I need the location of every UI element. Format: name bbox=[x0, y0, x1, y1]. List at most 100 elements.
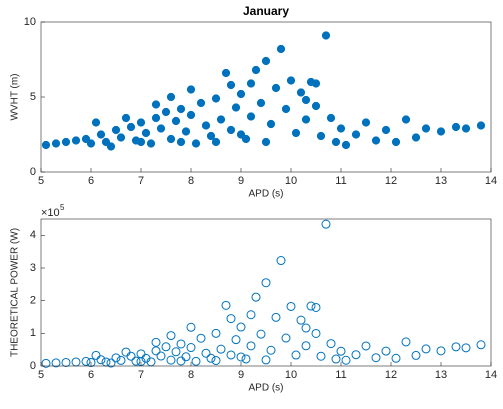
axes-box bbox=[40, 218, 492, 367]
scatter-point bbox=[311, 328, 321, 338]
scatter-point bbox=[336, 346, 346, 356]
scatter-point bbox=[276, 44, 286, 54]
scatter-point bbox=[411, 350, 421, 360]
scatter-point bbox=[371, 136, 381, 145]
scatter-point bbox=[311, 302, 321, 312]
y-exponent-power: 5 bbox=[60, 203, 65, 212]
scatter-point bbox=[246, 79, 256, 88]
scatter-point bbox=[401, 115, 411, 124]
scatter-point bbox=[436, 346, 446, 356]
scatter-point bbox=[246, 112, 256, 121]
scatter-point bbox=[186, 85, 196, 94]
scatter-point bbox=[371, 353, 381, 363]
y-tick-label: 10 bbox=[24, 16, 36, 28]
scatter-point bbox=[216, 344, 226, 354]
scatter-point bbox=[391, 137, 401, 147]
axes-background bbox=[41, 219, 491, 366]
scatter-point bbox=[381, 346, 391, 356]
scatter-point bbox=[261, 278, 271, 288]
scatter-point bbox=[166, 331, 176, 341]
x-tick-label: 7 bbox=[138, 175, 144, 187]
scatter-point bbox=[381, 125, 391, 135]
scatter-point bbox=[286, 301, 296, 311]
scatter-point bbox=[236, 130, 246, 139]
scatter-point bbox=[286, 76, 296, 85]
x-tick-label: 13 bbox=[435, 175, 447, 187]
y-tick-label: 5 bbox=[30, 91, 36, 103]
x-tick-label: 8 bbox=[188, 175, 194, 187]
scatter-point bbox=[91, 350, 101, 360]
scatter-point bbox=[86, 139, 96, 148]
scatter-point bbox=[186, 322, 196, 332]
scatter-point bbox=[401, 337, 411, 347]
scatter-point bbox=[166, 134, 176, 144]
scatter-point bbox=[246, 341, 256, 351]
scatter-point bbox=[91, 118, 101, 127]
scatter-point bbox=[216, 115, 226, 124]
x-tick-label: 6 bbox=[88, 175, 94, 187]
scatter-point bbox=[156, 351, 166, 361]
scatter-point bbox=[476, 121, 486, 130]
scatter-point bbox=[226, 350, 236, 360]
x-tick-label: 12 bbox=[385, 175, 397, 187]
scatter-point bbox=[351, 350, 361, 360]
x-tick-label: 8 bbox=[188, 369, 194, 381]
y-tick-label: 4 bbox=[30, 229, 36, 241]
scatter-point bbox=[436, 127, 446, 136]
scatter-point bbox=[106, 358, 116, 368]
scatter-point bbox=[81, 134, 91, 144]
scatter-point bbox=[41, 140, 51, 150]
scatter-point bbox=[151, 113, 161, 123]
scatter-point bbox=[301, 115, 311, 124]
scatter-point bbox=[451, 342, 461, 352]
scatter-point bbox=[171, 347, 181, 357]
x-tick-label: 14 bbox=[485, 369, 497, 381]
y-exponent: ×10 bbox=[41, 207, 60, 219]
scatter-point bbox=[316, 131, 326, 141]
scatter-point bbox=[206, 131, 216, 141]
scatter-point bbox=[201, 348, 211, 358]
scatter-point bbox=[261, 137, 271, 147]
scatter-point bbox=[186, 110, 196, 120]
x-tick-label: 6 bbox=[88, 369, 94, 381]
y-tick-label: 3 bbox=[30, 262, 36, 274]
scatter-point bbox=[281, 104, 291, 114]
scatter-point bbox=[101, 137, 111, 147]
scatter-point bbox=[166, 355, 176, 365]
scatter-point bbox=[291, 128, 301, 138]
scatter-point bbox=[211, 356, 221, 366]
scatter-point bbox=[361, 118, 371, 127]
scatter-point bbox=[336, 124, 346, 133]
scatter-point bbox=[361, 341, 371, 351]
scatter-point bbox=[256, 98, 266, 108]
scatter-point bbox=[156, 124, 166, 133]
scatter-point bbox=[276, 256, 286, 266]
scatter-point bbox=[136, 118, 146, 127]
scatter-point bbox=[461, 124, 471, 133]
scatter-point bbox=[196, 98, 206, 108]
y-axis-label: THEORETICAL POWER (W) bbox=[10, 228, 21, 357]
scatter-point bbox=[191, 356, 201, 366]
scatter-point bbox=[86, 358, 96, 368]
scatter-point bbox=[326, 113, 336, 123]
scatter-point bbox=[236, 352, 246, 362]
scatter-point bbox=[41, 358, 51, 368]
scatter-point bbox=[176, 137, 186, 147]
scatter-point bbox=[111, 353, 121, 363]
scatter-point bbox=[421, 344, 431, 354]
scatter-point bbox=[256, 329, 266, 339]
x-tick-label: 9 bbox=[238, 369, 244, 381]
scatter-point bbox=[226, 314, 236, 324]
scatter-point bbox=[186, 343, 196, 353]
x-axis-label: APD (s) bbox=[249, 189, 284, 200]
scatter-point bbox=[341, 140, 351, 150]
scatter-point bbox=[176, 104, 186, 114]
scatter-point bbox=[71, 136, 81, 145]
scatter-point bbox=[196, 333, 206, 343]
scatter-point bbox=[331, 137, 341, 147]
scatter-point bbox=[226, 80, 236, 90]
scatter-point bbox=[476, 340, 486, 350]
scatter-point bbox=[316, 351, 326, 361]
scatter-point bbox=[106, 142, 116, 151]
scatter-point bbox=[321, 219, 331, 229]
